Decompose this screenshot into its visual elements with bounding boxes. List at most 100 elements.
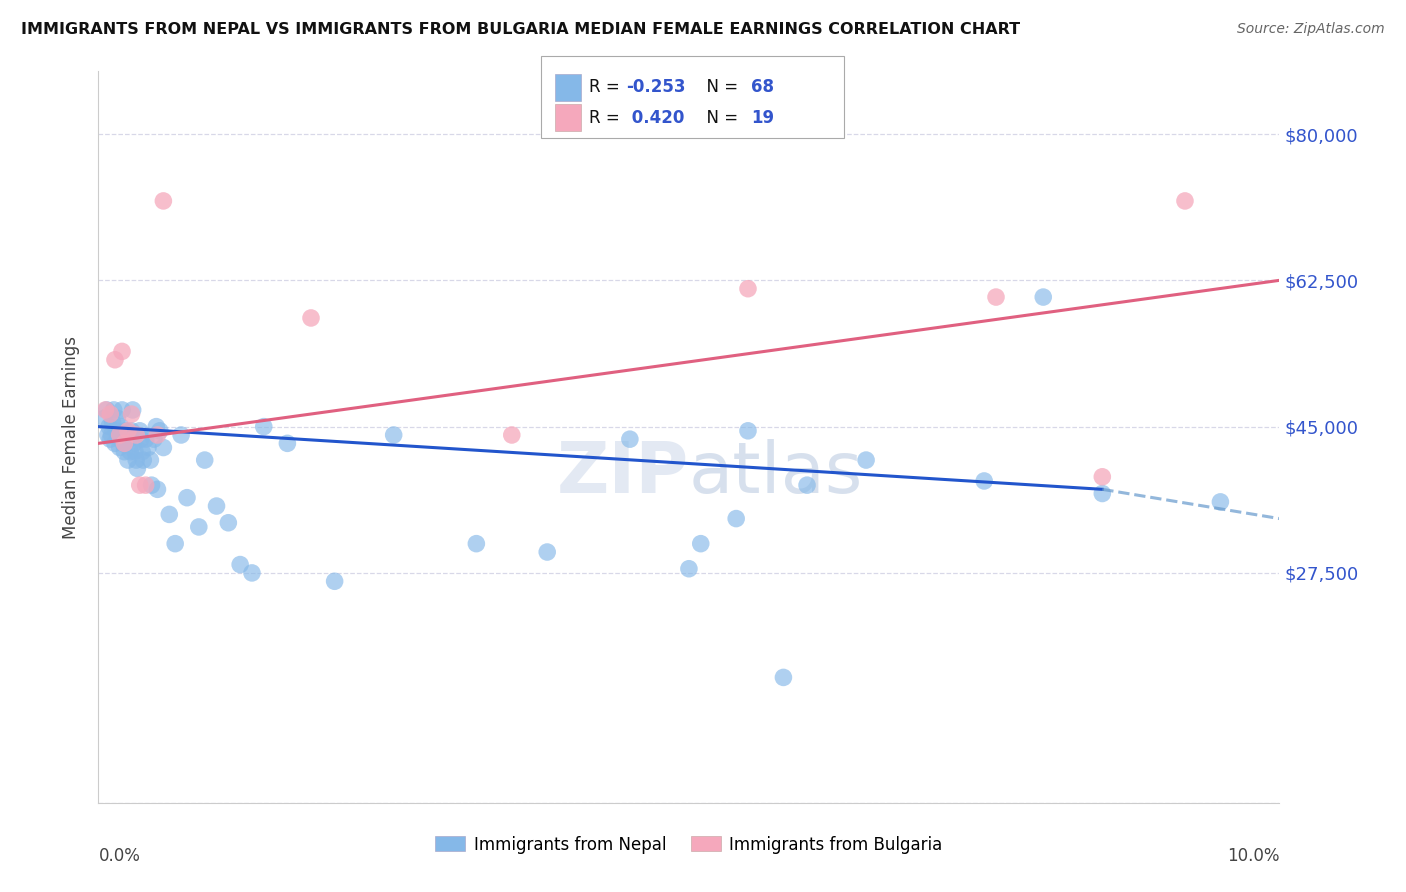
- Point: [121, 407, 143, 421]
- Point: [120, 444, 142, 458]
- Point: [128, 424, 150, 438]
- Point: [146, 428, 169, 442]
- Point: [105, 411, 128, 425]
- Point: [1091, 486, 1114, 500]
- Point: [94, 403, 117, 417]
- Text: 68: 68: [751, 78, 773, 96]
- Point: [536, 545, 558, 559]
- Point: [97, 428, 120, 442]
- Point: [176, 491, 198, 505]
- Point: [229, 558, 252, 572]
- Point: [122, 436, 145, 450]
- Point: [111, 344, 134, 359]
- Point: [129, 432, 152, 446]
- Point: [112, 444, 135, 458]
- Point: [135, 478, 157, 492]
- Point: [152, 441, 174, 455]
- Point: [121, 403, 143, 417]
- Text: R =: R =: [589, 78, 626, 96]
- Point: [973, 474, 995, 488]
- Text: ZIP: ZIP: [557, 439, 689, 508]
- Point: [253, 419, 276, 434]
- Point: [276, 436, 298, 450]
- Point: [323, 574, 346, 589]
- Point: [205, 499, 228, 513]
- Point: [108, 441, 131, 455]
- Y-axis label: Median Female Earnings: Median Female Earnings: [62, 335, 80, 539]
- Point: [103, 403, 125, 417]
- Point: [105, 424, 128, 438]
- Point: [217, 516, 239, 530]
- Point: [1091, 470, 1114, 484]
- Point: [128, 478, 150, 492]
- Point: [127, 461, 149, 475]
- Point: [165, 536, 187, 550]
- Point: [142, 432, 165, 446]
- Point: [678, 562, 700, 576]
- Point: [98, 419, 121, 434]
- Point: [100, 428, 122, 442]
- Point: [136, 441, 159, 455]
- Point: [139, 453, 162, 467]
- Point: [152, 194, 174, 208]
- Legend: Immigrants from Nepal, Immigrants from Bulgaria: Immigrants from Nepal, Immigrants from B…: [429, 829, 949, 860]
- Text: -0.253: -0.253: [626, 78, 685, 96]
- Point: [1209, 495, 1232, 509]
- Point: [101, 416, 124, 430]
- Point: [112, 436, 135, 450]
- Text: 10.0%: 10.0%: [1227, 847, 1279, 864]
- Point: [124, 444, 146, 458]
- Point: [107, 428, 129, 442]
- Point: [111, 403, 134, 417]
- Point: [108, 428, 131, 442]
- Point: [737, 424, 759, 438]
- Point: [118, 432, 141, 446]
- Point: [145, 419, 167, 434]
- Text: IMMIGRANTS FROM NEPAL VS IMMIGRANTS FROM BULGARIA MEDIAN FEMALE EARNINGS CORRELA: IMMIGRANTS FROM NEPAL VS IMMIGRANTS FROM…: [21, 22, 1021, 37]
- Point: [1032, 290, 1054, 304]
- Point: [96, 403, 118, 417]
- Point: [1174, 194, 1197, 208]
- Point: [465, 536, 488, 550]
- Point: [131, 444, 153, 458]
- Point: [93, 411, 115, 425]
- Point: [796, 478, 818, 492]
- Point: [114, 424, 136, 438]
- Point: [299, 310, 322, 325]
- Point: [104, 436, 127, 450]
- Point: [125, 453, 148, 467]
- Point: [984, 290, 1007, 304]
- Point: [141, 478, 163, 492]
- Point: [112, 436, 135, 450]
- Text: atlas: atlas: [689, 439, 863, 508]
- Point: [117, 453, 139, 467]
- Point: [772, 670, 794, 684]
- Point: [110, 419, 132, 434]
- Text: N =: N =: [696, 78, 744, 96]
- Point: [98, 432, 121, 446]
- Text: 19: 19: [751, 109, 773, 127]
- Point: [619, 432, 641, 446]
- Point: [149, 424, 172, 438]
- Text: Source: ZipAtlas.com: Source: ZipAtlas.com: [1237, 22, 1385, 37]
- Point: [98, 407, 121, 421]
- Point: [855, 453, 877, 467]
- Point: [689, 536, 711, 550]
- Point: [157, 508, 180, 522]
- Point: [135, 432, 157, 446]
- Text: R =: R =: [589, 109, 626, 127]
- Point: [382, 428, 405, 442]
- Point: [125, 428, 148, 442]
- Point: [725, 511, 748, 525]
- Point: [187, 520, 209, 534]
- Text: N =: N =: [696, 109, 744, 127]
- Point: [146, 483, 169, 497]
- Text: 0.0%: 0.0%: [98, 847, 141, 864]
- Point: [737, 282, 759, 296]
- Point: [240, 566, 263, 580]
- Point: [501, 428, 523, 442]
- Point: [194, 453, 217, 467]
- Point: [132, 453, 155, 467]
- Point: [121, 424, 143, 438]
- Point: [104, 352, 127, 367]
